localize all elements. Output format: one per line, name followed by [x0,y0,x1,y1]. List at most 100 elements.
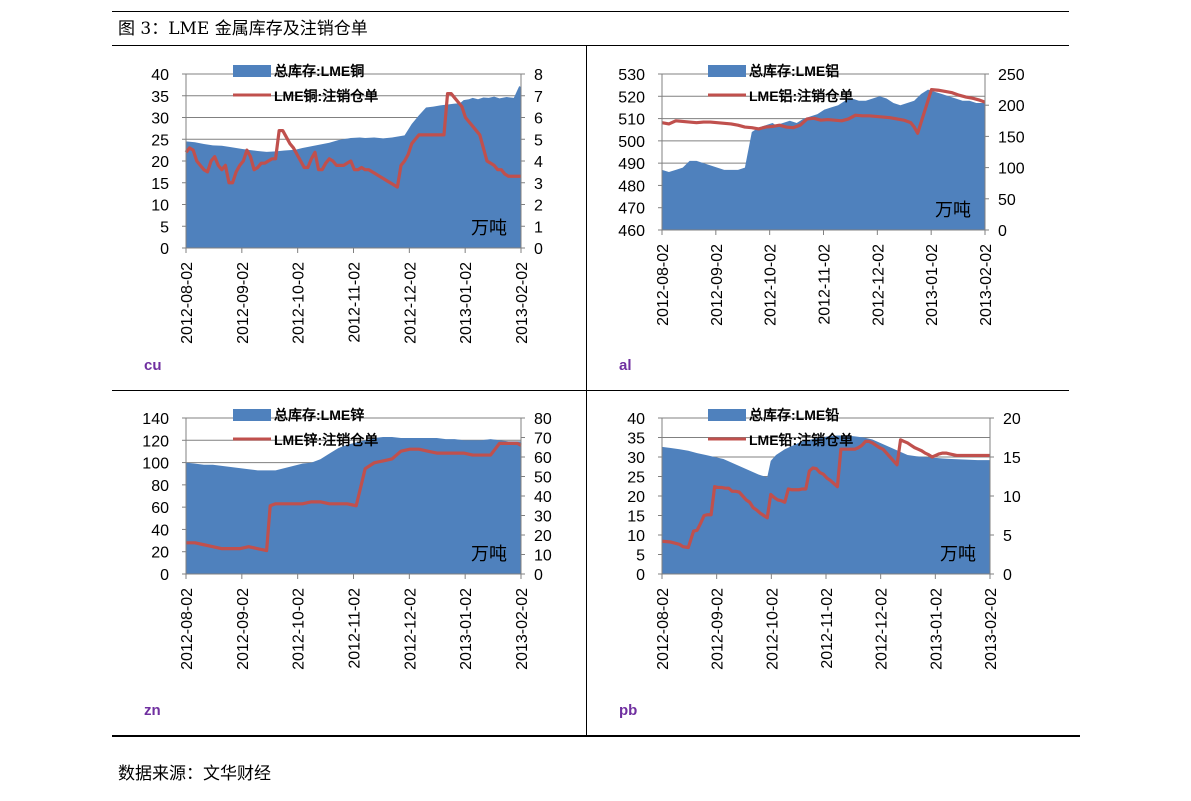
left-tick-label: 5 [160,219,169,236]
metal-label: cu [144,357,162,374]
right-tick-label: 40 [534,489,552,506]
x-tick-label: 2012-09-02 [709,244,726,326]
x-tick-label: 2012-08-02 [655,588,672,670]
right-tick-label: 1 [534,219,543,236]
left-tick-label: 5 [636,548,645,565]
unit-label: 万吨 [471,544,507,564]
x-tick-label: 2013-02-02 [514,262,531,344]
chart-panel-zn: 0 20 40 60 80 100 120 140 0 10 20 30 40 50 60 70 80 2012-… [142,407,552,719]
x-tick-label: 2013-02-02 [978,244,995,326]
chart-panel-al: 460 470 480 490 500 510 520 530 0 50 100 150 200 250 2… [618,63,1025,374]
right-tick-label: 20 [534,528,552,545]
line-series-zn [186,441,522,553]
x-tick-label: 2012-08-02 [179,588,196,670]
right-tick-label: 80 [534,411,552,428]
right-tick-label: 0 [998,223,1007,240]
left-tick-label: 20 [627,489,645,506]
legend-label-line: LME铝:注销仓单 [749,88,853,104]
figure-title: 图 3：LME 金属库存及注销仓单 [118,19,368,39]
left-tick-label: 10 [151,198,169,215]
left-tick-label: 470 [618,201,645,218]
left-tick-label: 35 [151,89,169,106]
left-tick-label: 530 [618,67,645,84]
right-tick-label: 4 [534,154,543,171]
left-tick-label: 520 [618,89,645,106]
left-tick-label: 40 [151,522,169,539]
left-tick-label: 25 [151,132,169,149]
unit-label: 万吨 [935,200,971,220]
right-tick-label: 10 [1003,489,1021,506]
x-tick-label: 2012-11-02 [347,588,364,669]
legend-swatch-area [233,409,271,421]
area-series-pb [662,435,990,574]
right-tick-label: 0 [534,241,543,258]
right-tick-label: 100 [998,161,1025,178]
right-tick-label: 2 [534,198,543,215]
left-tick-label: 120 [142,433,169,450]
right-tick-label: 15 [1003,450,1021,467]
right-tick-label: 30 [534,509,552,526]
left-tick-label: 15 [627,509,645,526]
left-tick-label: 460 [618,223,645,240]
right-tick-label: 3 [534,176,543,193]
right-tick-label: 150 [998,129,1025,146]
left-tick-label: 30 [151,111,169,128]
source-note: 数据来源：文华财经 [118,764,271,784]
x-tick-label: 2013-01-02 [924,244,941,326]
panel-divider-horizontal [112,390,1069,391]
right-tick-label: 5 [534,132,543,149]
chart-panel-cu: 0 5 10 15 20 25 30 35 40 0 1 2 3 4 5 6 7 8 2012-08-02 2012-… [144,63,543,374]
x-tick-label: 2012-09-02 [235,262,252,344]
legend-swatch-area [233,65,271,77]
right-tick-label: 6 [534,111,543,128]
right-tick-label: 50 [534,470,552,487]
left-tick-label: 25 [627,470,645,487]
x-tick-label: 2012-11-02 [347,262,364,343]
left-tick-label: 510 [618,112,645,129]
left-tick-label: 30 [627,450,645,467]
metal-label: pb [619,702,637,719]
x-tick-label: 2013-01-02 [928,588,945,670]
x-tick-label: 2013-01-02 [458,262,475,344]
title-rule [112,45,1069,46]
area-series-al [662,89,985,230]
left-tick-label: 60 [151,500,169,517]
left-tick-label: 480 [618,178,645,195]
x-tick-label: 2013-02-02 [983,588,1000,670]
legend-label-area: 总库存:LME锌 [274,407,364,423]
legend-swatch-area [708,65,746,77]
left-tick-label: 20 [151,545,169,562]
legend-label-area: 总库存:LME铝 [749,63,839,79]
x-tick-label: 2012-09-02 [235,588,252,670]
left-tick-label: 15 [151,176,169,193]
unit-label: 万吨 [940,544,976,564]
left-tick-label: 490 [618,156,645,173]
right-tick-label: 250 [998,67,1025,84]
bottom-rule [112,735,1080,737]
right-tick-label: 5 [1003,528,1012,545]
left-tick-label: 40 [627,411,645,428]
x-tick-label: 2012-12-02 [402,588,419,670]
right-tick-label: 20 [1003,411,1021,428]
x-tick-label: 2012-09-02 [710,588,727,670]
right-tick-label: 200 [998,98,1025,115]
right-tick-label: 0 [534,567,543,584]
x-tick-label: 2012-12-02 [402,262,419,344]
legend-swatch-area [708,409,746,421]
right-tick-label: 7 [534,89,543,106]
x-tick-label: 2012-12-02 [870,244,887,326]
line-series-cu [184,91,521,189]
panel-divider-vertical [586,46,587,736]
x-tick-label: 2012-08-02 [179,262,196,344]
metal-label: al [619,357,632,374]
left-tick-label: 500 [618,134,645,151]
legend-label-area: 总库存:LME铅 [749,407,839,423]
x-tick-label: 2012-10-02 [291,262,308,344]
right-tick-label: 0 [1003,567,1012,584]
right-tick-label: 60 [534,450,552,467]
x-tick-label: 2012-10-02 [764,588,781,670]
x-tick-label: 2012-10-02 [291,588,308,670]
left-tick-label: 100 [142,456,169,473]
legend-label-line: LME锌:注销仓单 [274,432,378,448]
